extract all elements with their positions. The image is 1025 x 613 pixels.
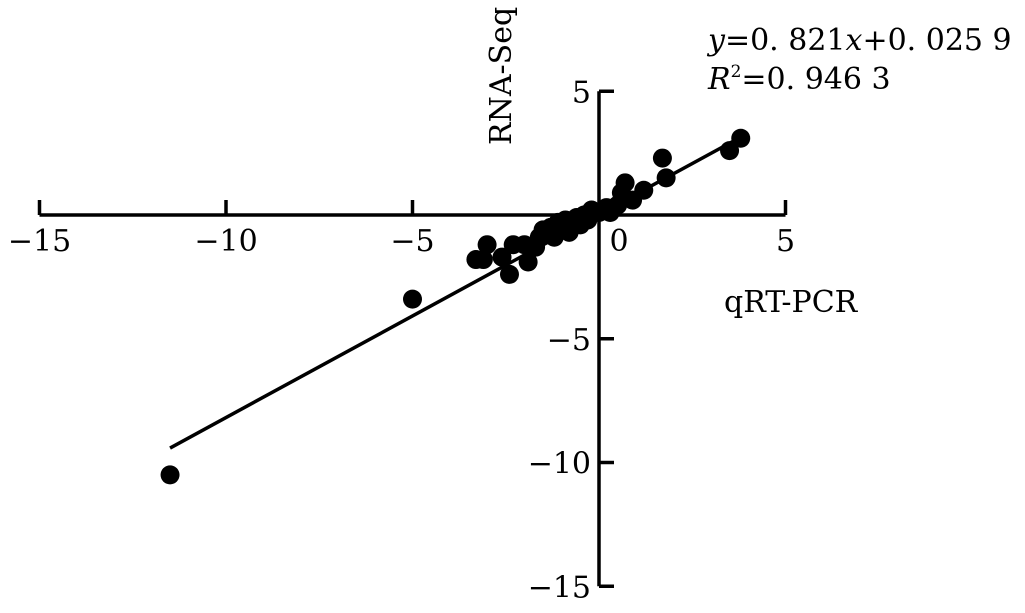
r-var: R [707, 62, 731, 97]
regression-line [169, 135, 742, 450]
y-tick-label: −5 [547, 323, 591, 358]
data-point [160, 465, 180, 485]
x-axis-title: qRT-PCR [724, 285, 859, 320]
data-point [518, 252, 538, 272]
x-tick-label: 5 [776, 224, 795, 259]
data-point [731, 128, 751, 148]
data-point [720, 141, 740, 161]
equation-slope: =0. 821 [725, 23, 846, 58]
data-point [615, 173, 635, 193]
data-point [403, 289, 422, 309]
r-squared-exponent: 2 [731, 62, 742, 82]
axes [37, 89, 788, 588]
data-point [473, 250, 493, 270]
data-point [656, 168, 676, 188]
x-tick-label: 0 [609, 224, 628, 259]
r-squared-value: =0. 946 3 [741, 62, 890, 97]
equation-y-var: y [706, 23, 726, 58]
data-point [477, 235, 497, 255]
y-tick-label: 5 [572, 75, 591, 110]
x-tick-label: −5 [390, 224, 434, 259]
y-axis-title: RNA-Seq [484, 7, 519, 145]
data-point [499, 264, 519, 284]
data-points [160, 128, 751, 485]
equation-intercept: +0. 025 9 [862, 23, 1011, 58]
data-point [652, 148, 672, 168]
r-squared: R2=0. 946 3 [707, 62, 891, 97]
x-tick-label: −15 [8, 224, 71, 259]
y-tick-label: −15 [528, 570, 591, 605]
equation-x-var: x [846, 23, 863, 58]
x-tick-label: −10 [194, 224, 257, 259]
data-point [634, 180, 654, 200]
tick-labels: −15 −10 −5 0 5 5 −5 −10 −15 [8, 75, 795, 605]
data-point [492, 247, 512, 267]
regression-equation: y=0. 821x+0. 025 9 [706, 23, 1012, 58]
y-tick-label: −10 [528, 447, 591, 482]
